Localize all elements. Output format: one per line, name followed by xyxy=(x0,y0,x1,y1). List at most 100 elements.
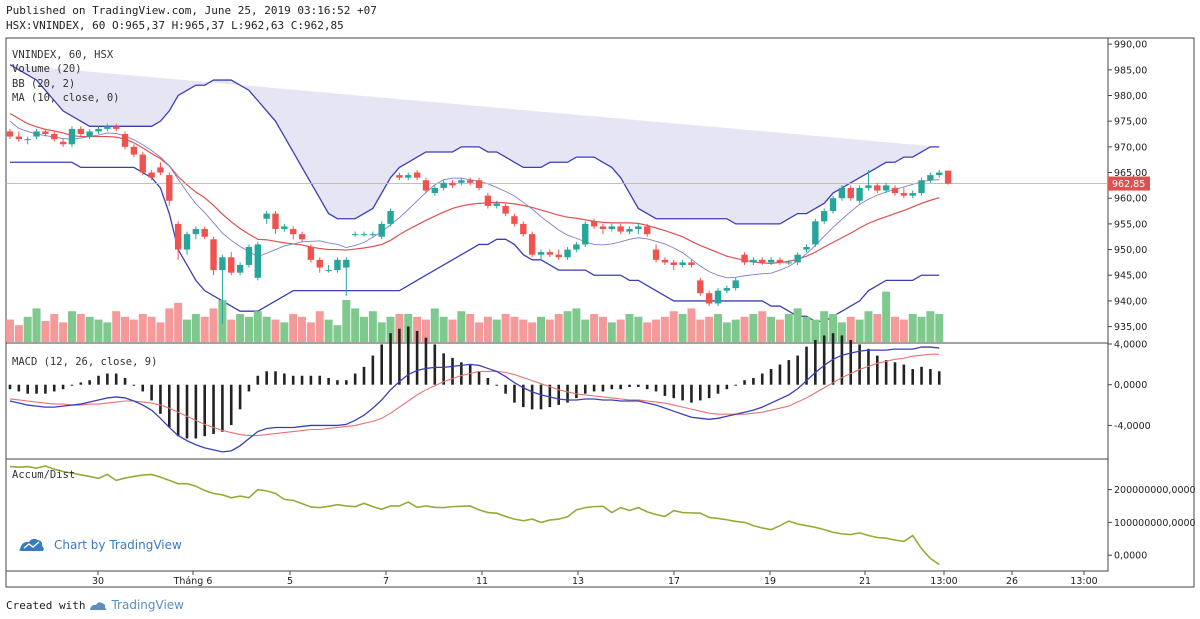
time-tick-label: 7 xyxy=(383,576,389,587)
macd-histogram-bar xyxy=(539,384,543,410)
candle-body xyxy=(157,167,164,173)
volume-bar xyxy=(829,314,838,342)
volume-bar xyxy=(775,319,784,342)
macd-histogram-bar xyxy=(805,346,808,385)
candle-body xyxy=(104,126,111,129)
tradingview-cloud-mark xyxy=(23,541,40,549)
volume-bar xyxy=(457,311,466,342)
candle-body xyxy=(281,226,288,230)
watermark-text: Chart by TradingView xyxy=(54,538,182,552)
candle-body xyxy=(741,254,748,263)
volume-bar xyxy=(94,319,103,342)
volume-bar xyxy=(360,316,368,342)
volume-bar xyxy=(271,319,280,342)
macd-histogram-bar xyxy=(796,355,799,385)
candle-body xyxy=(821,211,828,222)
macd-histogram-bar xyxy=(583,384,587,394)
volume-bar xyxy=(705,316,714,342)
candle-body xyxy=(626,229,633,232)
volume-bar xyxy=(687,308,696,342)
volume-bars xyxy=(6,291,944,342)
volume-bar xyxy=(758,311,767,342)
candle-body xyxy=(33,131,40,137)
candle-body xyxy=(661,259,669,263)
macd-histogram-bar xyxy=(893,362,897,385)
macd-histogram-bar xyxy=(725,384,729,390)
candle-body xyxy=(732,280,739,289)
macd-histogram-bar xyxy=(150,384,153,401)
volume-bar xyxy=(236,314,245,342)
accum-dist-line xyxy=(9,465,940,566)
time-tick-label: 30 xyxy=(92,576,104,587)
candle-body xyxy=(236,264,244,273)
price-tick-label: 990,00 xyxy=(1114,40,1147,51)
volume-bar xyxy=(510,316,519,342)
macd-tick-label: 4,0000 xyxy=(1114,340,1147,351)
candle-body xyxy=(759,259,766,263)
volume-bar xyxy=(333,325,342,342)
bb-lower-line xyxy=(10,161,940,323)
candle-body xyxy=(511,216,518,224)
macd-histogram-bar xyxy=(8,384,12,390)
candle-body xyxy=(272,213,279,230)
price-tick-label: 940,00 xyxy=(1114,296,1147,307)
macd-histogram-bar xyxy=(902,364,906,385)
time-tick-label: 13:00 xyxy=(930,576,957,587)
candle-body xyxy=(42,131,49,135)
macd-histogram-bar xyxy=(79,382,83,385)
volume-bar xyxy=(209,308,218,342)
macd-histogram-bar xyxy=(406,326,410,385)
macd-histogram-bar xyxy=(787,360,791,385)
candle-body xyxy=(918,180,925,194)
volume-bar xyxy=(581,319,590,342)
volume-bar xyxy=(784,314,793,342)
macd-histogram-bar xyxy=(61,384,65,390)
candle-body xyxy=(121,134,129,147)
bb-upper-line xyxy=(9,64,940,225)
published-line: Published on TradingView.com, June 25, 2… xyxy=(6,4,377,17)
accum-tick-label: 100000000,0000 xyxy=(1114,518,1196,529)
macd-histogram-bar xyxy=(371,355,375,385)
candle-body xyxy=(546,252,554,255)
candle-body xyxy=(360,234,368,236)
macd-histogram-bar xyxy=(504,384,507,394)
candle-body xyxy=(210,239,217,271)
candles xyxy=(6,123,952,325)
tradingview-brand[interactable]: TradingView xyxy=(111,598,184,612)
created-with-text: Created with xyxy=(6,598,86,612)
legend-ma: MA (10, close, 0) xyxy=(12,92,119,104)
time-tick-label: 19 xyxy=(764,576,776,587)
candle-body xyxy=(644,226,651,235)
macd-histogram-bar xyxy=(468,364,472,385)
candle-body xyxy=(325,270,332,272)
bb-fill xyxy=(10,64,940,224)
candle-body xyxy=(351,234,359,236)
macd-histogram-bar xyxy=(52,384,56,392)
macd-histogram-bar xyxy=(309,375,313,385)
macd-histogram-bar xyxy=(690,384,693,403)
legend-symbol: VNINDEX, 60, HSX xyxy=(12,49,114,61)
macd-histogram-bar xyxy=(442,353,445,385)
candle-body xyxy=(635,226,642,230)
watermark[interactable]: Chart by TradingView xyxy=(19,538,182,552)
volume-bar xyxy=(492,319,501,342)
macd-histogram-bar xyxy=(654,384,658,392)
volume-bar xyxy=(85,316,94,342)
candle-body xyxy=(723,288,731,291)
macd-histogram-bar xyxy=(114,373,118,385)
volume-bar xyxy=(696,319,705,342)
macd-histogram-bar xyxy=(70,384,74,386)
legend: VNINDEX, 60, HSX Volume (20) BB (20, 2) … xyxy=(12,49,157,481)
volume-bar xyxy=(174,302,183,342)
volume-bar xyxy=(483,316,492,342)
candle-body xyxy=(608,226,615,230)
time-tick-label: 11 xyxy=(476,576,488,587)
macd-histogram-bar xyxy=(176,384,180,437)
price-tick-label: 980,00 xyxy=(1114,91,1147,102)
volume-bar xyxy=(413,316,422,342)
macd-histogram-bar xyxy=(17,384,21,392)
macd-histogram-bar xyxy=(769,369,773,385)
macd-histogram-bar xyxy=(672,384,676,399)
volume-bar xyxy=(749,314,758,342)
